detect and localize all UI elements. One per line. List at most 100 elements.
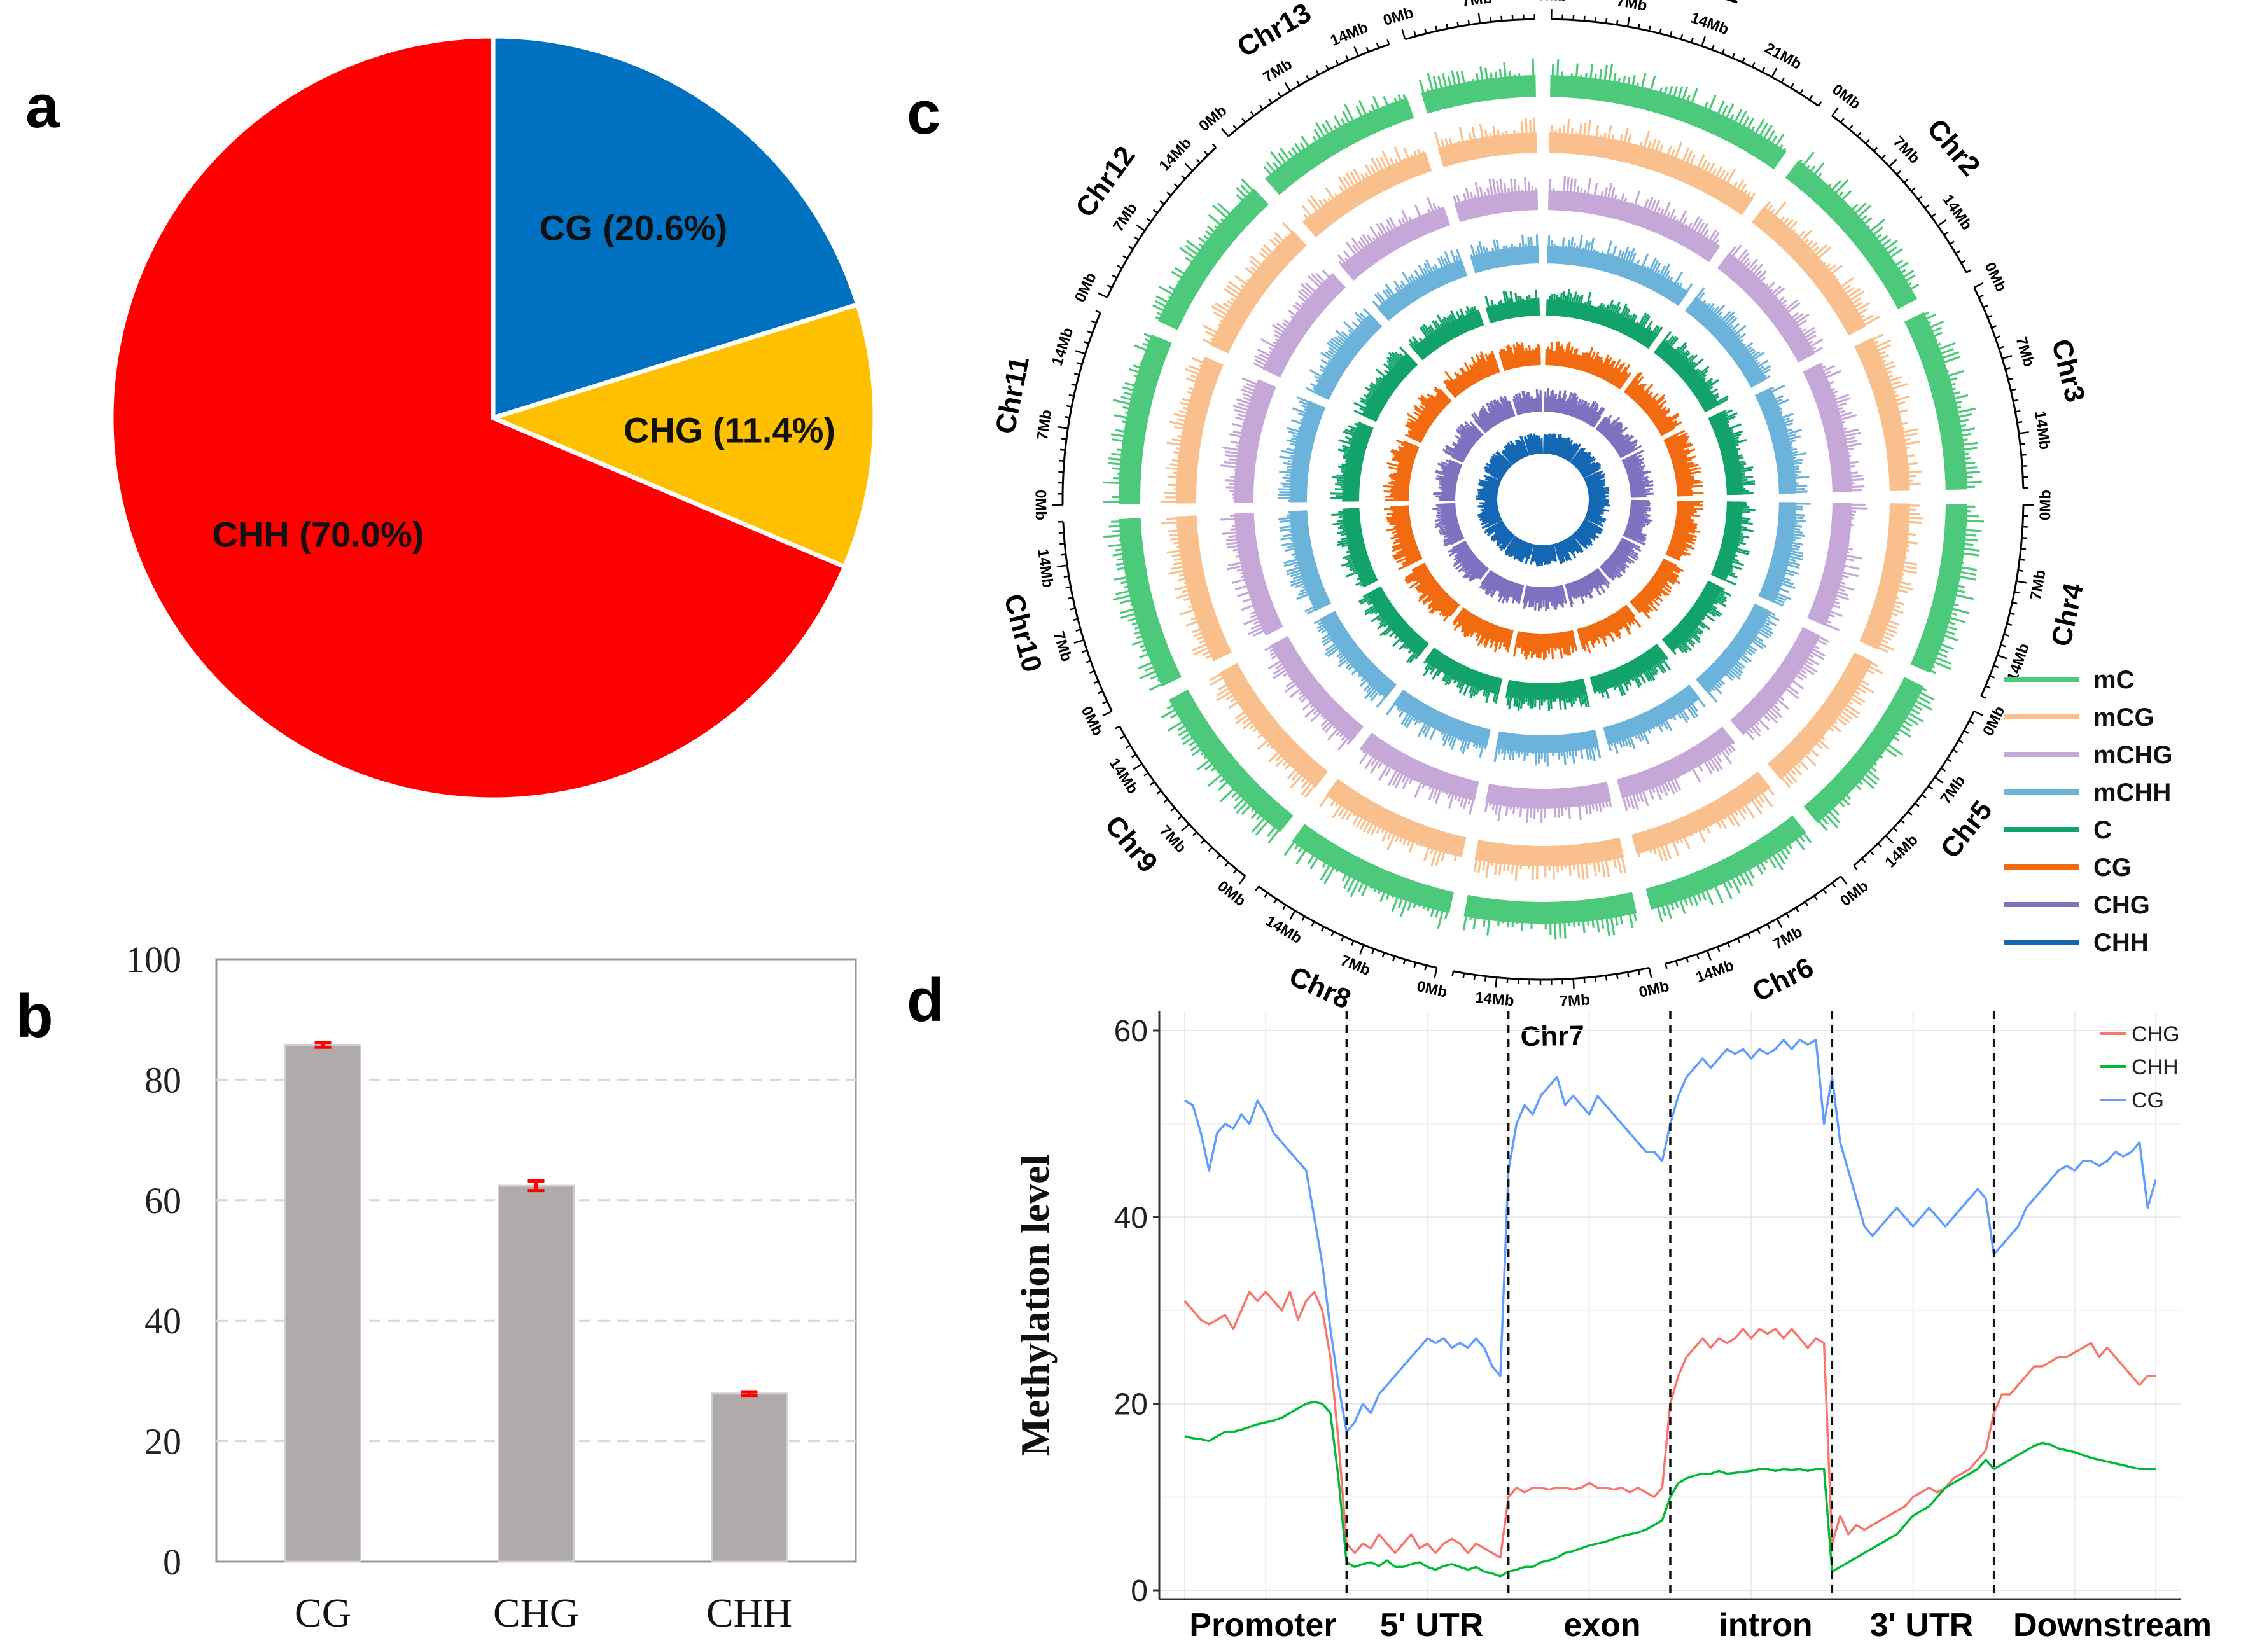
legend-label-CHG: CHG	[2093, 891, 2150, 919]
circos-histogram-mCG	[1161, 516, 1232, 660]
legend-label-mC: mC	[2093, 666, 2134, 694]
chromosome-ticks	[1550, 9, 1822, 107]
circos-track-mCG	[1549, 132, 1754, 216]
circos-histogram-CG	[1665, 500, 1704, 561]
circos-track-mCHH	[1547, 246, 1689, 307]
mb-tick-label: 7Mb	[1110, 200, 1141, 235]
mb-tick-label: 7Mb	[1338, 952, 1373, 979]
circos-histogram-CG	[1442, 351, 1500, 398]
panel-label-c: c	[907, 79, 940, 147]
chromosome-label: Chr4	[2046, 580, 2090, 649]
chromosome-label: Chr6	[1747, 952, 1819, 1008]
panel-label-b: b	[16, 982, 53, 1050]
circos-histogram-mCHG	[1358, 733, 1479, 815]
mb-tick-label: 7Mb	[1260, 55, 1295, 86]
circos-histogram-CG	[1383, 439, 1420, 502]
circos-histogram-C	[1708, 409, 1756, 496]
circos-histogram-mCHH	[1278, 510, 1331, 615]
circos-histogram-mC	[1152, 178, 1268, 330]
circos-histogram-CHH	[1504, 536, 1534, 564]
circos-histogram-C	[1589, 643, 1672, 699]
mb-tick-label: 14Mb	[1049, 326, 1077, 368]
circos-histogram-mCG	[1854, 333, 1922, 490]
chromosome-ticks	[1052, 310, 1101, 506]
circos-histogram-C	[1330, 421, 1374, 502]
circos-histogram-CHH	[1523, 433, 1543, 456]
x-tick-label: CHG	[493, 1590, 579, 1635]
circos-histogram-CG	[1623, 371, 1682, 436]
circos-histogram-CHH	[1483, 450, 1512, 481]
circos-histogram-CHG	[1595, 414, 1642, 459]
legend-label-mCG: mCG	[2093, 704, 2154, 732]
legend-label-CHH: CHH	[2093, 929, 2149, 957]
mb-tick-label: 0Mb	[1979, 704, 2008, 739]
y-tick-label: 40	[1114, 1201, 1148, 1235]
mb-tick-label: 0Mb	[1415, 978, 1449, 1001]
circos-track-mCG	[1859, 503, 1910, 650]
circos-histogram-mCG	[1752, 201, 1880, 335]
mb-tick-label: 14Mb	[1688, 9, 1731, 38]
region-label: 5' UTR	[1380, 1607, 1484, 1644]
circos-histogram-mC	[1786, 151, 1920, 309]
legend-label-chg: CHG	[2132, 1022, 2180, 1046]
mb-tick-label: 0Mb	[1381, 4, 1416, 29]
mb-tick-label: 0Mb	[1077, 704, 1106, 739]
circos-histogram-mCG	[1319, 779, 1466, 867]
mb-tick-label: 0Mb	[1214, 877, 1248, 910]
circos-histogram-mCHG	[1253, 269, 1346, 377]
circos-histogram-mC	[1551, 59, 1787, 169]
circos-histogram-mCG	[1202, 221, 1306, 353]
region-label: intron	[1719, 1607, 1812, 1644]
circos-histogram-CG	[1577, 604, 1642, 654]
circos-histogram-mC	[1103, 519, 1182, 691]
chromosome-ticks	[1853, 710, 1984, 870]
circos-histogram-mCG	[1160, 357, 1224, 503]
pie-label-chh: CHH (70.0%)	[212, 514, 424, 554]
circos-histogram-mC	[1102, 333, 1172, 503]
circos-track-mC	[1550, 75, 1787, 170]
mb-tick-label: 0Mb	[1537, 0, 1567, 4]
legend-label-chh: CHH	[2132, 1055, 2179, 1079]
chromosome-ticks	[1221, 39, 1390, 137]
circos-histogram-CG	[1512, 630, 1578, 660]
mb-tick-label: 0Mb	[1981, 260, 2009, 295]
mb-tick-label: 14Mb	[1694, 957, 1736, 986]
chromosome-label: Chr5	[1935, 795, 1999, 864]
circos-histogram-CHG	[1623, 499, 1653, 546]
circos-plot: 0Mb 7Mb 14Mb 21Mb Chr1 0Mb 7Mb 14Mb Chr2 0Mb 7Mb 14…	[989, 0, 2091, 1052]
circos-histogram-mC	[1161, 690, 1293, 844]
circos-histogram-CHG	[1544, 387, 1605, 428]
circos-histogram-mCHG	[1717, 244, 1824, 363]
region-label: 3' UTR	[1870, 1607, 1974, 1644]
circos-histogram-mCHH	[1313, 611, 1397, 708]
circos-histogram-mC	[1904, 311, 1983, 489]
circos-histogram-mC	[1418, 58, 1535, 114]
y-tick-label: 60	[1114, 1015, 1148, 1048]
mb-tick-label: 14Mb	[1939, 191, 1976, 233]
mb-tick-label: 14Mb	[1474, 989, 1515, 1010]
bar-chg	[498, 1184, 575, 1563]
legend-label-CG: CG	[2093, 854, 2132, 882]
chromosome-ticks	[1401, 13, 1536, 40]
legend-label-C: C	[2093, 816, 2112, 844]
y-tick-label: 0	[163, 1541, 181, 1583]
circos-histogram-C	[1423, 647, 1503, 704]
chromosome-axis	[1061, 312, 1101, 505]
circos-histogram-mCHG	[1617, 726, 1736, 812]
circos-track-mCHG	[1547, 190, 1721, 263]
region-label: Promoter	[1189, 1607, 1336, 1644]
mb-tick-label: 0Mb	[1637, 978, 1671, 1001]
chromosome-axis	[1973, 287, 2025, 489]
chromosome-label: Chr3	[2046, 336, 2091, 405]
circos-histogram-mCG	[1859, 504, 1923, 653]
pie-label-cg: CG (20.6%)	[540, 207, 728, 247]
y-tick-label: 20	[1114, 1388, 1148, 1422]
circos-histogram-mCG	[1768, 653, 1883, 788]
circos-histogram-CHG	[1442, 420, 1484, 463]
panel-label-a: a	[25, 73, 60, 141]
chromosome-ticks	[1665, 875, 1848, 969]
legend-label-mCHH: mCHH	[2093, 779, 2171, 807]
circos-histogram-CHH	[1476, 474, 1502, 501]
x-tick-label: CG	[295, 1590, 351, 1635]
